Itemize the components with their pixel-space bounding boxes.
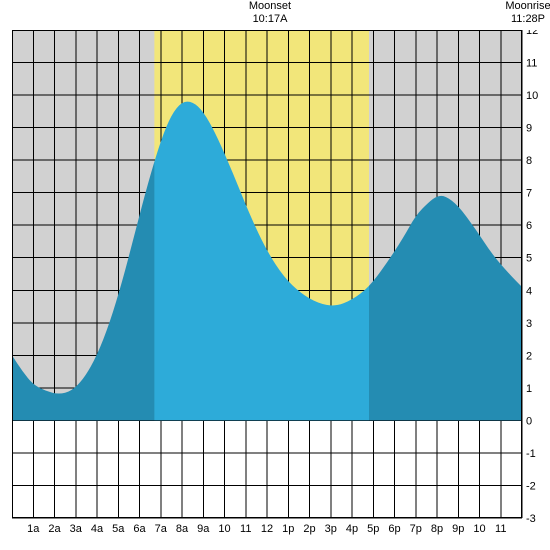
tide-chart: 1a2a3a4a5a6a7a8a9a1011121p2p3p4p5p6p7p8p… [12, 30, 550, 550]
moonset-label: Moonset 10:17A [240, 0, 300, 26]
x-tick-label: 6a [133, 523, 146, 535]
y-tick-label: 9 [526, 123, 532, 135]
x-tick-label: 4a [91, 523, 104, 535]
y-tick-label: 6 [526, 220, 532, 232]
y-tick-label: 8 [526, 155, 532, 167]
y-tick-label: 1 [526, 383, 532, 395]
x-tick-label: 2p [303, 523, 315, 535]
x-tick-label: 6p [388, 523, 400, 535]
x-tick-label: 9p [452, 523, 464, 535]
y-tick-label: -1 [526, 448, 536, 460]
x-tick-label: 5a [112, 523, 125, 535]
y-tick-label: 2 [526, 350, 532, 362]
y-tick-label: 11 [526, 58, 537, 70]
y-tick-label: 12 [526, 30, 538, 37]
y-tick-label: -3 [526, 513, 536, 525]
night-tint-1 [369, 30, 522, 420]
y-tick-label: 5 [526, 253, 532, 265]
x-tick-label: 7p [410, 523, 422, 535]
moonrise-label: Moonrise 11:28P [498, 0, 550, 26]
night-tint-0 [12, 30, 154, 420]
y-tick-label: 3 [526, 318, 532, 330]
y-tick-label: -2 [526, 480, 536, 492]
x-tick-label: 4p [346, 523, 358, 535]
x-tick-label: 3p [325, 523, 337, 535]
x-tick-label: 10 [218, 523, 230, 535]
x-tick-label: 7a [155, 523, 168, 535]
y-tick-label: 4 [526, 285, 532, 297]
x-tick-label: 3a [70, 523, 83, 535]
x-tick-label: 9a [197, 523, 210, 535]
x-tick-label: 5p [367, 523, 379, 535]
x-tick-label: 1p [282, 523, 294, 535]
x-tick-label: 8a [176, 523, 189, 535]
x-tick-label: 1a [27, 523, 40, 535]
x-tick-label: 11 [495, 523, 506, 535]
x-tick-label: 12 [261, 523, 273, 535]
x-tick-label: 2a [48, 523, 61, 535]
y-tick-label: 0 [526, 415, 532, 427]
x-tick-label: 10 [473, 523, 485, 535]
top-annotations: Moonset 10:17A Moonrise 11:28P [0, 0, 550, 30]
x-tick-label: 8p [431, 523, 443, 535]
x-tick-label: 11 [240, 523, 251, 535]
y-tick-label: 7 [526, 188, 532, 200]
y-tick-label: 10 [526, 90, 538, 102]
